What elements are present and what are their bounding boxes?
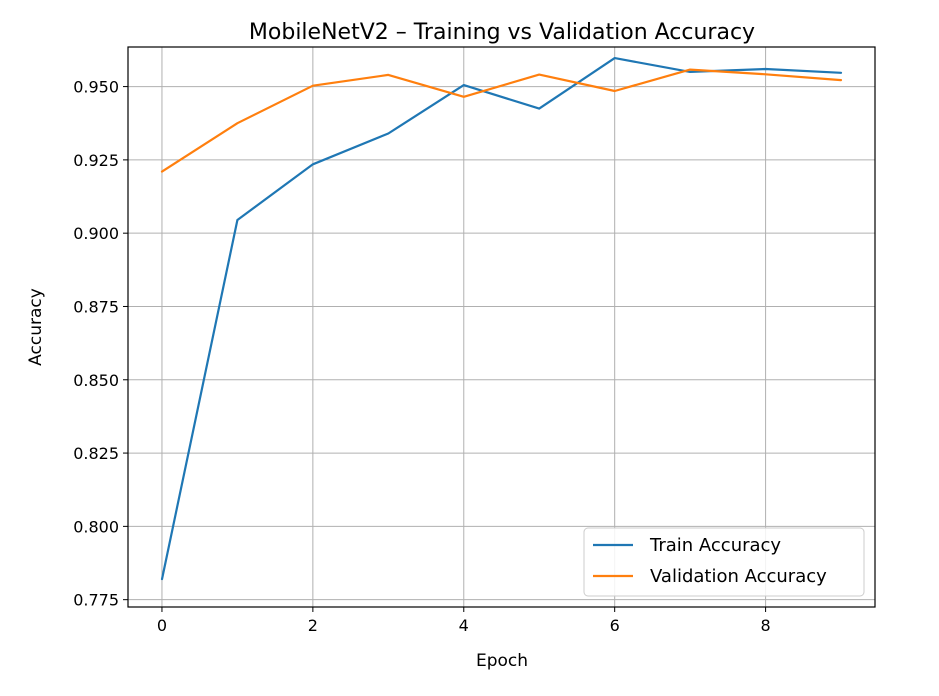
legend: Train Accuracy Validation Accuracy <box>583 527 865 597</box>
series-line-train <box>160 56 843 581</box>
x-axis-label: Epoch <box>476 651 528 671</box>
legend-label-train: Train Accuracy <box>649 535 781 556</box>
y-axis-label: Accuracy <box>26 288 46 366</box>
axis-ticks: 0 2 4 6 8 0.775 0.800 0.825 0.850 0.875 0.900 0.925… <box>73 78 770 635</box>
y-tick-label: 0.825 <box>73 444 119 463</box>
y-tick-label: 0.900 <box>73 224 119 243</box>
grid <box>128 47 875 607</box>
x-tick-label: 6 <box>610 616 620 635</box>
legend-label-validation: Validation Accuracy <box>650 566 827 587</box>
y-tick-label: 0.950 <box>73 78 119 97</box>
chart-title: MobileNetV2 – Training vs Validation Acc… <box>249 20 755 45</box>
y-tick-label: 0.775 <box>73 591 119 610</box>
series-line-validation <box>160 68 843 173</box>
x-tick-label: 0 <box>157 616 167 635</box>
legend-box <box>583 527 865 597</box>
y-tick-label: 0.875 <box>73 297 119 316</box>
y-tick-label: 0.800 <box>73 517 119 536</box>
plot-area <box>160 56 843 581</box>
axes-frame <box>127 46 876 608</box>
x-tick-label: 4 <box>459 616 469 635</box>
x-tick-label: 8 <box>760 616 770 635</box>
y-tick-label: 0.850 <box>73 371 119 390</box>
y-tick-label: 0.925 <box>73 151 119 170</box>
x-tick-label: 2 <box>308 616 318 635</box>
